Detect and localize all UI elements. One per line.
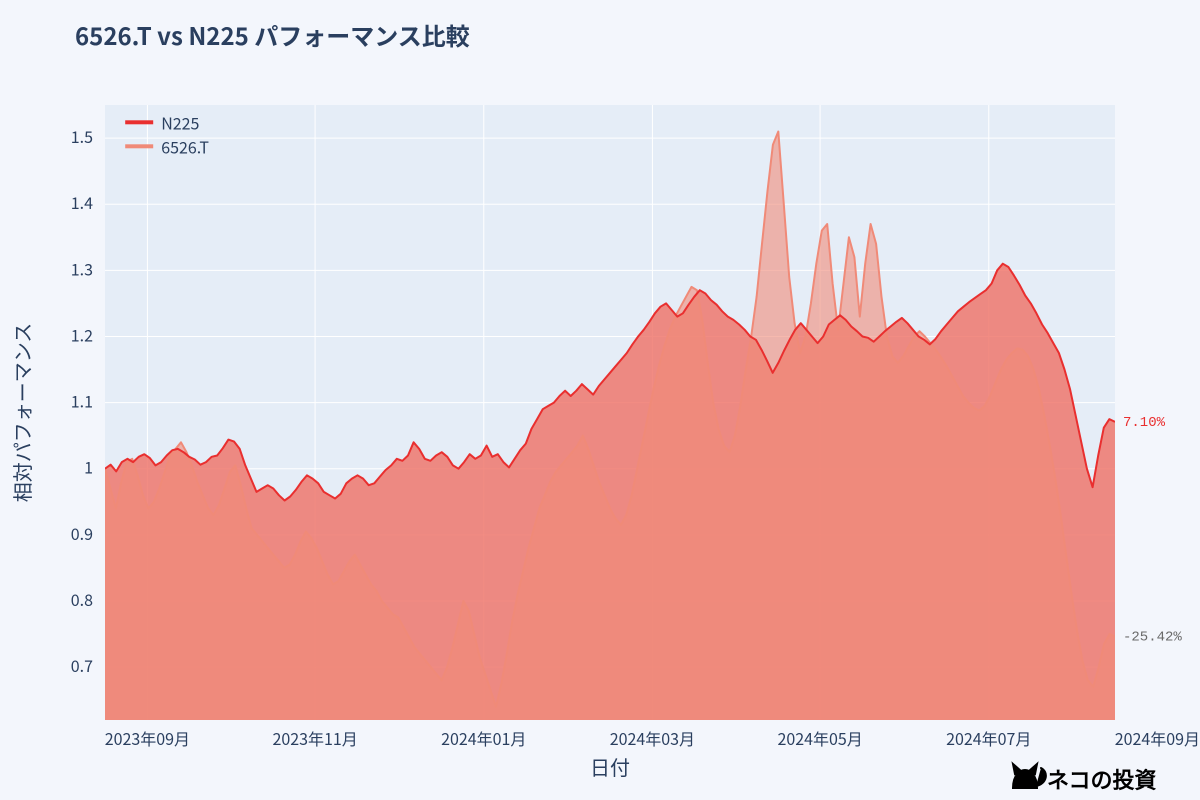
credit-text: ネコの投資: [1047, 768, 1157, 793]
y-axis-label: 相対パフォーマンス: [7, 323, 36, 503]
legend-swatch: [125, 120, 153, 124]
performance-chart: 0.7 0.8 0.9 1 1.1 1.2 1.3 1.4 1.5 2023年09月 2023年11…: [0, 0, 1200, 800]
y-tick-label: 1.3: [71, 256, 93, 280]
x-tick-label: 2023年09月: [105, 726, 190, 750]
legend-label: N225: [161, 110, 199, 134]
y-tick-label: 1.2: [71, 322, 93, 346]
y-tick-label: 1.5: [71, 124, 93, 148]
y-tick-label: 0.9: [71, 521, 93, 545]
chart-title: 6526.T vs N225 パフォーマンス比較: [75, 17, 470, 52]
y-tick-label: 0.8: [71, 587, 93, 611]
end-label-N225: 7.10%: [1123, 415, 1166, 431]
y-tick-label: 1: [84, 455, 93, 479]
y-tick-label: 1.4: [71, 190, 93, 214]
legend-label: 6526.T: [161, 134, 209, 158]
x-tick-label: 2023年11月: [272, 726, 357, 750]
x-tick-label: 2024年03月: [610, 726, 695, 750]
x-tick-label: 2024年07月: [946, 726, 1031, 750]
x-tick-label: 2024年01月: [441, 726, 526, 750]
x-tick-label: 2024年05月: [777, 726, 862, 750]
legend-swatch: [125, 144, 153, 148]
credit: ネコの投資: [1013, 764, 1157, 793]
x-axis-label: 日付: [590, 752, 630, 781]
y-tick-label: 1.1: [71, 389, 93, 413]
y-tick-label: 0.7: [71, 653, 93, 677]
x-tick-label: 2024年09月: [1115, 726, 1200, 750]
end-label-6526.T: -25.42%: [1123, 630, 1182, 646]
